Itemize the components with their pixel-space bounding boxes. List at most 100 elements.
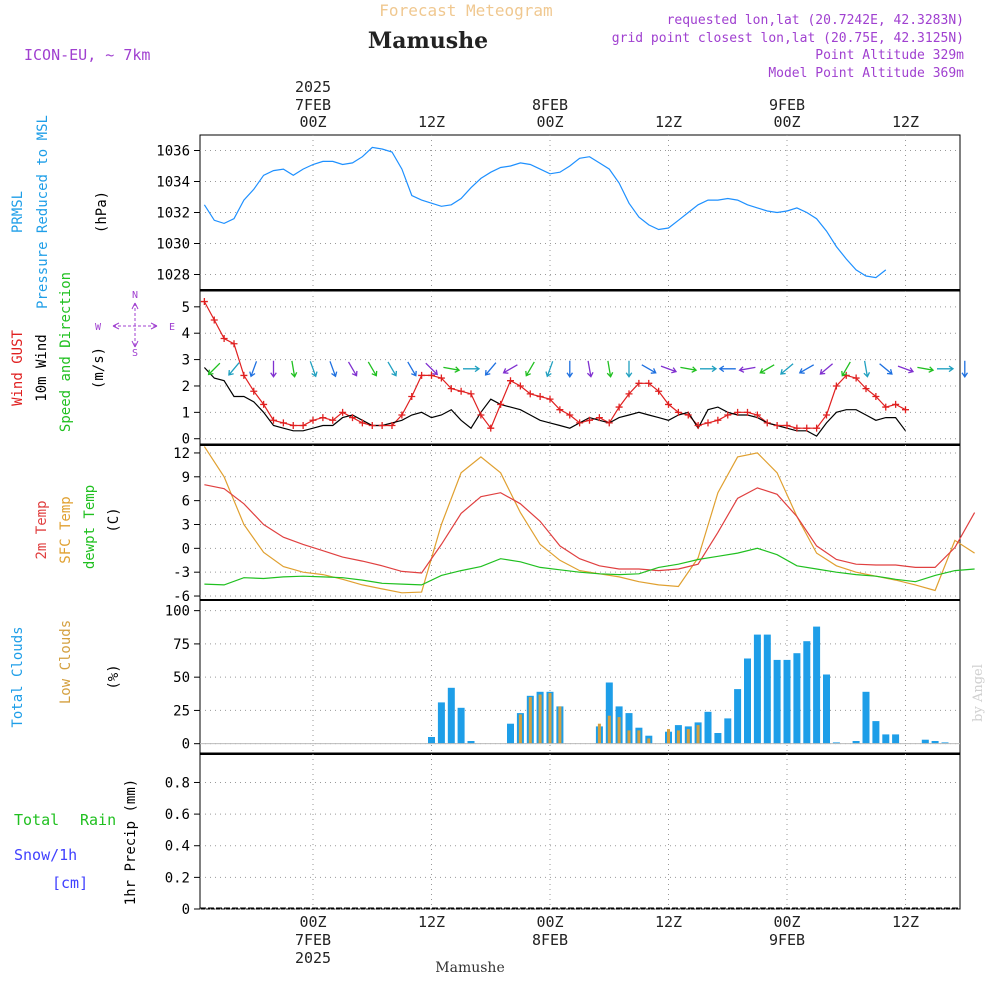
gust-marker	[803, 424, 811, 432]
ytick-label: 2	[182, 379, 190, 395]
gust-marker	[684, 411, 692, 419]
gust-marker	[813, 424, 821, 432]
low-cloud-bar	[597, 723, 601, 744]
bottom-time-label: 12Z	[655, 913, 682, 931]
ytick-label: 1030	[156, 237, 190, 253]
ytick-layer: 10281030103210341036012345-6-30369120255…	[156, 144, 200, 918]
ytick-label: 1036	[156, 144, 190, 160]
wind-arrow	[367, 361, 378, 377]
wind-gust-label: Wind GUST	[10, 330, 26, 406]
wind-arrow	[680, 366, 698, 373]
precip-unit-label: 1hr Precip (mm)	[123, 779, 139, 905]
wind-arrow	[443, 366, 461, 373]
ytick-label: 0.2	[165, 870, 190, 886]
gust-marker	[704, 419, 712, 427]
wind-arrow	[961, 360, 969, 378]
gust-marker	[477, 411, 485, 419]
ytick-label: 75	[173, 637, 190, 653]
wind-arrow	[566, 360, 574, 378]
ytick-label: 12	[173, 446, 190, 462]
ytick-label: 0	[182, 432, 190, 448]
low-cloud-bar	[528, 697, 532, 744]
low-clouds-label: Low Clouds	[58, 620, 74, 704]
legend-total: Total	[14, 811, 59, 829]
pressure-line	[203, 146, 887, 279]
gust-marker	[793, 424, 801, 432]
total-cloud-bar	[773, 659, 781, 744]
ytick-label: 0	[182, 902, 190, 918]
legend-snow-unit: [cm]	[52, 874, 88, 892]
bottom-time-label: 12Z	[892, 913, 919, 931]
gust-marker	[823, 411, 830, 419]
wind-arrow	[484, 362, 497, 376]
gust-marker	[388, 422, 396, 430]
total-cloud-bar	[724, 718, 732, 744]
wind-unit: (m/s)	[91, 347, 107, 389]
gridpoint-coords: grid point closest lon,lat (20.75E, 42.3…	[612, 31, 964, 46]
temp-dewpt-label: dewpt Temp	[82, 485, 98, 569]
gust-marker	[615, 403, 623, 411]
top-time-label: 12Z	[892, 113, 919, 131]
point-altitude: Point Altitude 329m	[815, 48, 964, 63]
top-time-label: 00Z	[299, 113, 326, 131]
bottom-time-label: 12Z	[418, 913, 445, 931]
ytick-label: 0	[182, 737, 190, 753]
total-cloud-bar	[625, 713, 633, 744]
compass-s: S	[132, 348, 138, 359]
low-cloud-bar	[518, 714, 522, 744]
wind-arrow	[841, 361, 851, 377]
gust-marker	[279, 419, 287, 427]
temperature-series	[203, 446, 976, 594]
bottom-time-label: 2025	[295, 949, 331, 967]
gust-marker	[862, 385, 870, 393]
top-time-label: 12Z	[418, 113, 445, 131]
bottom-time-label: 00Z	[773, 913, 800, 931]
wind-arrow	[309, 361, 318, 378]
gust-marker	[635, 379, 643, 387]
wind-arrow	[228, 362, 240, 376]
gust-marker	[625, 390, 633, 398]
gust-marker	[329, 416, 337, 424]
t2m-line	[204, 484, 976, 574]
low-cloud-bar	[676, 730, 680, 744]
total-cloud-bar	[447, 687, 455, 744]
top-time-label: 00Z	[773, 113, 800, 131]
total-cloud-bar	[714, 733, 722, 744]
total-cloud-bar	[852, 741, 860, 744]
gust-marker	[437, 374, 445, 382]
bottom-time-label: 7FEB	[295, 931, 331, 949]
wind-arrow	[897, 365, 915, 374]
wind-arrow	[502, 364, 518, 374]
bottom-time-label: 8FEB	[532, 931, 568, 949]
ytick-label: 1028	[156, 268, 190, 284]
gust-marker	[586, 416, 593, 424]
total-cloud-bar	[941, 742, 949, 744]
total-cloud-bar	[605, 682, 613, 744]
gust-marker	[744, 408, 751, 416]
low-cloud-bar	[647, 738, 651, 744]
product-title: Forecast Meteogram	[379, 1, 552, 20]
ytick-label: 0	[182, 541, 190, 557]
gust-marker	[230, 340, 238, 348]
ytick-label: 1034	[156, 175, 190, 191]
gust-marker	[408, 393, 416, 401]
total-cloud-bar	[793, 653, 801, 744]
gust-marker	[516, 382, 524, 390]
gust-marker	[487, 424, 495, 432]
wind-dir-label: Speed and Direction	[58, 272, 74, 432]
gust-marker	[428, 371, 435, 379]
wind-arrow	[606, 360, 614, 378]
ytick-label: 25	[173, 703, 190, 719]
gust-marker	[576, 419, 584, 427]
gust-marker	[467, 390, 475, 398]
bottom-time-label: 00Z	[299, 913, 326, 931]
wind-arrow	[700, 365, 718, 373]
compass-e: E	[169, 322, 175, 333]
gust-marker	[665, 400, 672, 408]
total-cloud-bar	[437, 702, 445, 744]
total-cloud-bar	[882, 734, 890, 744]
gust-marker	[753, 411, 761, 419]
gust-marker	[556, 406, 564, 414]
gust-marker	[457, 387, 465, 395]
